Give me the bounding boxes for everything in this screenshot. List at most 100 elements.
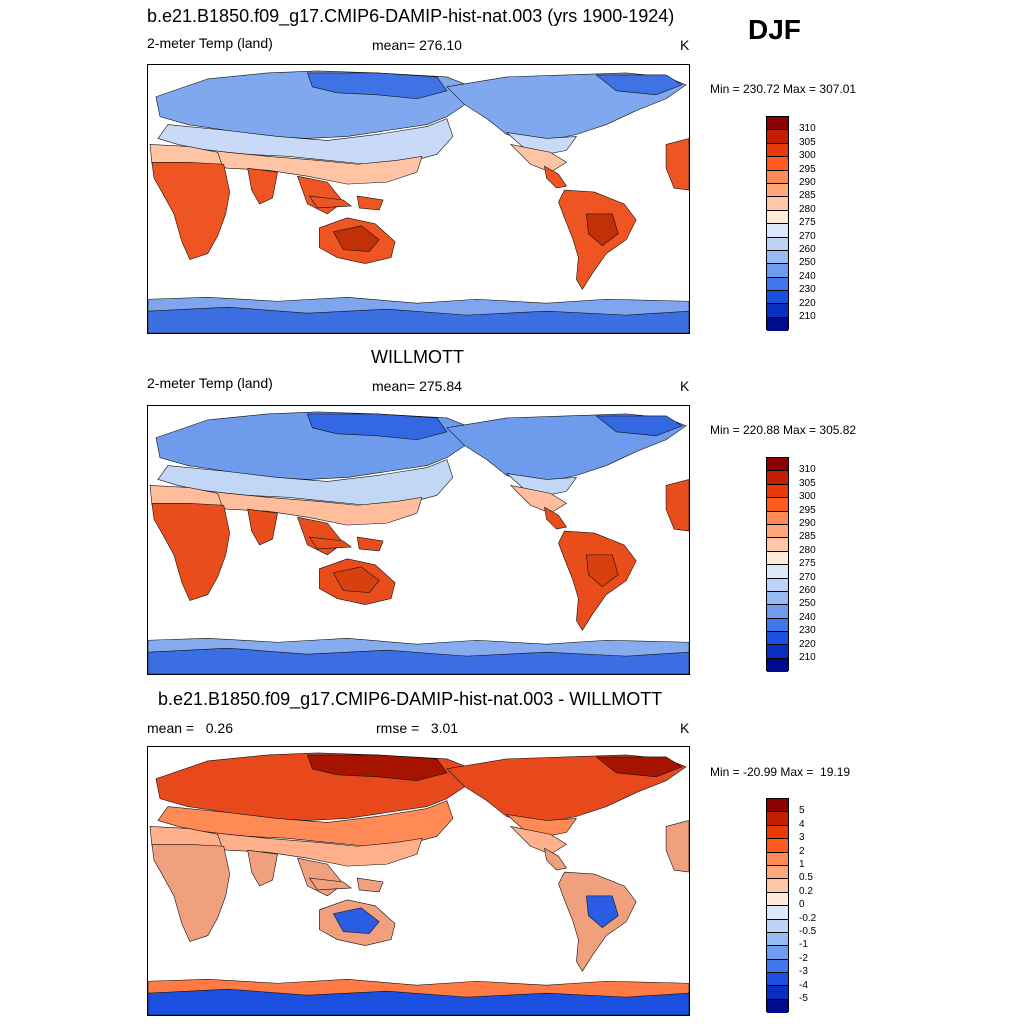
colorbar-tick-label: 210: [799, 311, 816, 322]
land-region-tropics: [356, 536, 384, 552]
colorbar-swatch: [767, 511, 788, 525]
land-region-tropics: [247, 849, 278, 887]
colorbar-tick-label: 220: [799, 297, 816, 309]
colorbar-swatch: [767, 618, 788, 633]
colorbar-swatch: [767, 250, 788, 265]
land-region-hot-core: [332, 566, 380, 593]
colorbar-swatch: [767, 578, 788, 592]
colorbar-swatch: [767, 117, 788, 131]
land-region-tropics: [151, 502, 231, 601]
colorbar-tick-label: -5: [799, 993, 808, 1004]
colorbar-swatch: [767, 919, 788, 933]
panel-3-map: [147, 746, 690, 1016]
colorbar-swatch: [767, 565, 788, 579]
colorbar-swatch: [767, 498, 788, 512]
panel-3-title: b.e21.B1850.f09_g17.CMIP6-DAMIP-hist-nat…: [158, 689, 663, 709]
land-region-tropics: [665, 138, 689, 191]
colorbar-swatch: [767, 973, 788, 987]
colorbar-tick-label: 1: [799, 859, 805, 870]
colorbar-swatch: [767, 879, 788, 893]
colorbar-tick-label: 250: [799, 257, 816, 269]
colorbar-tick-label: 310: [799, 123, 816, 135]
land-region-hot-core: [332, 225, 380, 252]
colorbar-swatch: [767, 484, 788, 499]
colorbar-tick-label: 305: [799, 477, 816, 489]
land-region-tropics: [356, 195, 384, 211]
land-region-subtropics: [509, 825, 568, 855]
colorbar-swatch: [767, 304, 788, 318]
land-region-tropics: [544, 847, 567, 871]
colorbar-tick-label: 230: [799, 625, 816, 637]
land-region-antarctica: [148, 306, 689, 333]
colorbar-tick-label: 210: [799, 652, 816, 663]
colorbar-tick-label: 0.5: [799, 872, 813, 884]
land-region-high-arctic: [595, 415, 683, 437]
colorbar-swatch: [767, 946, 788, 960]
colorbar-swatch: [767, 317, 788, 332]
colorbar-swatch: [767, 130, 788, 144]
colorbar-tick-label: 285: [799, 190, 816, 202]
land-region-antarctica: [148, 988, 689, 1015]
colorbar-tick-label: -4: [799, 979, 808, 991]
colorbar-swatch: [767, 224, 788, 238]
colorbar-tick-label: 275: [799, 558, 816, 570]
colorbar-tick-label: 270: [799, 230, 816, 242]
colorbar-tick-label: 295: [799, 504, 816, 516]
panel-3-units-label: K: [680, 720, 690, 736]
panel-3-rmse-label: rmse = 3.01: [376, 720, 459, 736]
land-region-tropics: [247, 508, 278, 546]
colorbar-swatch: [767, 551, 788, 566]
colorbar-swatch: [767, 892, 788, 907]
colorbar-tick-label: 290: [799, 177, 816, 188]
colorbar-tick-label: 260: [799, 244, 816, 255]
colorbar-swatch: [767, 812, 788, 826]
colorbar-tick-label: 295: [799, 163, 816, 175]
colorbar-swatch: [767, 825, 788, 840]
colorbar-tick-label: 280: [799, 203, 816, 215]
panel-2-map: [147, 405, 690, 675]
panel-3-mean-label: mean = 0.26: [147, 720, 234, 736]
season-label: DJF: [748, 14, 801, 45]
colorbar-tick-label: 300: [799, 150, 816, 162]
land-region-tropics: [544, 165, 567, 189]
panel-1-variable-label: 2-meter Temp (land): [147, 35, 273, 51]
colorbar-tick-label: 280: [799, 544, 816, 556]
land-region-tropics: [665, 479, 689, 532]
colorbar-tick-label: 220: [799, 638, 816, 650]
land-region-subtropics: [509, 484, 568, 514]
panel-2-units-label: K: [680, 378, 690, 394]
colorbar-swatch: [767, 932, 788, 947]
panel-2-colorbar: [766, 457, 789, 673]
colorbar-swatch: [767, 183, 788, 198]
colorbar-swatch: [767, 210, 788, 225]
colorbar-tick-label: 285: [799, 531, 816, 543]
panel-3-minmax: Min = -20.99 Max = 19.19: [710, 765, 851, 779]
map-canvas: [148, 752, 689, 1015]
colorbar-swatch: [767, 471, 788, 485]
land-region-high-arctic: [595, 756, 683, 778]
colorbar-swatch: [767, 799, 788, 813]
colorbar-tick-label: 275: [799, 217, 816, 229]
colorbar-swatch: [767, 458, 788, 472]
colorbar-swatch: [767, 645, 788, 659]
colorbar-swatch: [767, 906, 788, 920]
colorbar-swatch: [767, 999, 788, 1014]
colorbar-tick-label: 2: [799, 845, 805, 857]
land-region-hot-core: [586, 554, 619, 588]
colorbar-swatch: [767, 605, 788, 619]
panel-3-colorbar: [766, 798, 789, 1014]
colorbar-swatch: [767, 157, 788, 171]
land-region-high-arctic: [306, 413, 448, 441]
colorbar-tick-label: -0.5: [799, 926, 817, 937]
panel-1-mean-label: mean= 276.10: [372, 37, 462, 53]
colorbar-tick-label: 260: [799, 585, 816, 596]
colorbar-swatch: [767, 865, 788, 880]
panel-2-title: WILLMOTT: [371, 347, 464, 367]
colorbar-tick-label: 3: [799, 832, 805, 844]
panel-1-title: b.e21.B1850.f09_g17.CMIP6-DAMIP-hist-nat…: [147, 6, 675, 26]
colorbar-swatch: [767, 291, 788, 305]
panel-1-colorbar: [766, 116, 789, 332]
colorbar-swatch: [767, 538, 788, 552]
land-region-high-arctic: [306, 72, 448, 100]
land-region-antarctica: [148, 647, 689, 674]
